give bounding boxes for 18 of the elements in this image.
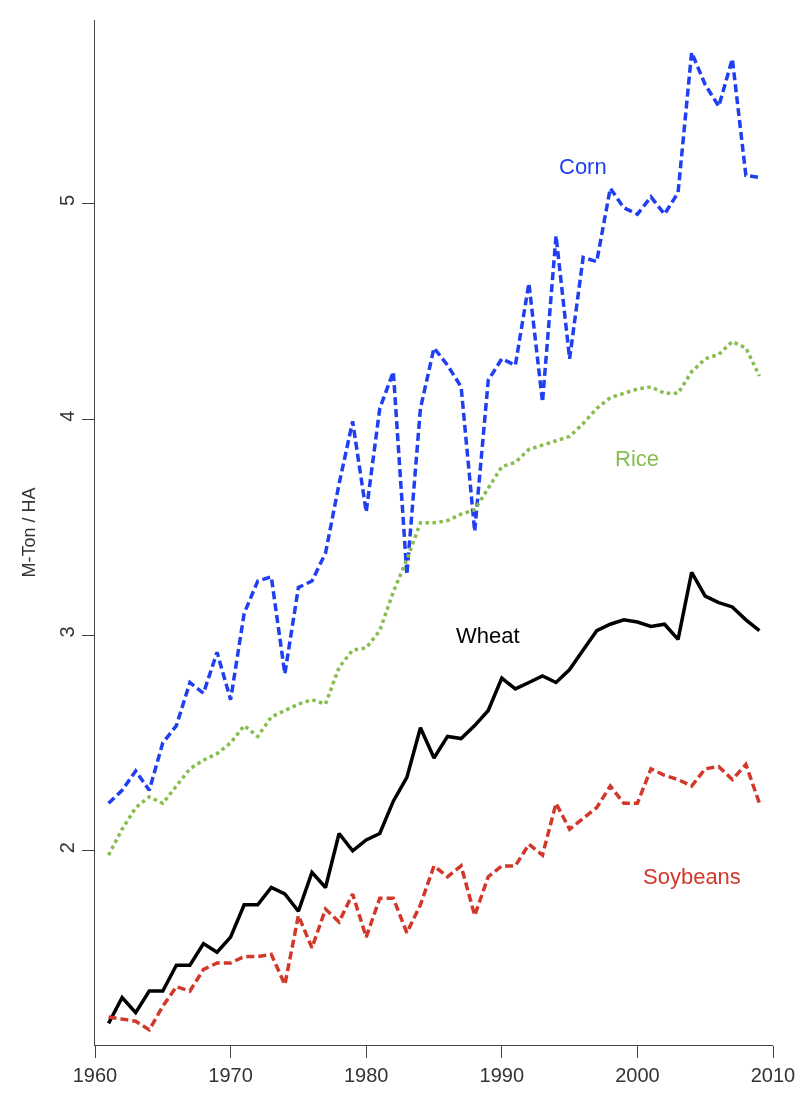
line-series xyxy=(106,339,762,857)
x-tick-label: 1990 xyxy=(479,1064,525,1086)
line-series xyxy=(106,570,762,1026)
text: Soybeans xyxy=(643,864,741,889)
x-tick-label: 2010 xyxy=(750,1064,796,1086)
y-axis-title: M-Ton / HA xyxy=(19,487,40,578)
x-tick-label: 1980 xyxy=(343,1064,389,1086)
y-tick-label: 3 xyxy=(56,626,78,638)
x-tick-label: 1960 xyxy=(72,1064,118,1086)
series-label: Wheat xyxy=(456,623,520,648)
line-series xyxy=(106,762,762,1032)
x-tick-label: 1970 xyxy=(208,1064,253,1086)
y-tick-label: 4 xyxy=(56,410,78,422)
y-tick-label: 5 xyxy=(56,194,78,206)
series-label: Rice xyxy=(615,446,660,471)
x-tick-label: 2000 xyxy=(615,1064,660,1086)
y-tick-label: 2 xyxy=(56,842,78,854)
series-label: Corn xyxy=(559,154,607,179)
